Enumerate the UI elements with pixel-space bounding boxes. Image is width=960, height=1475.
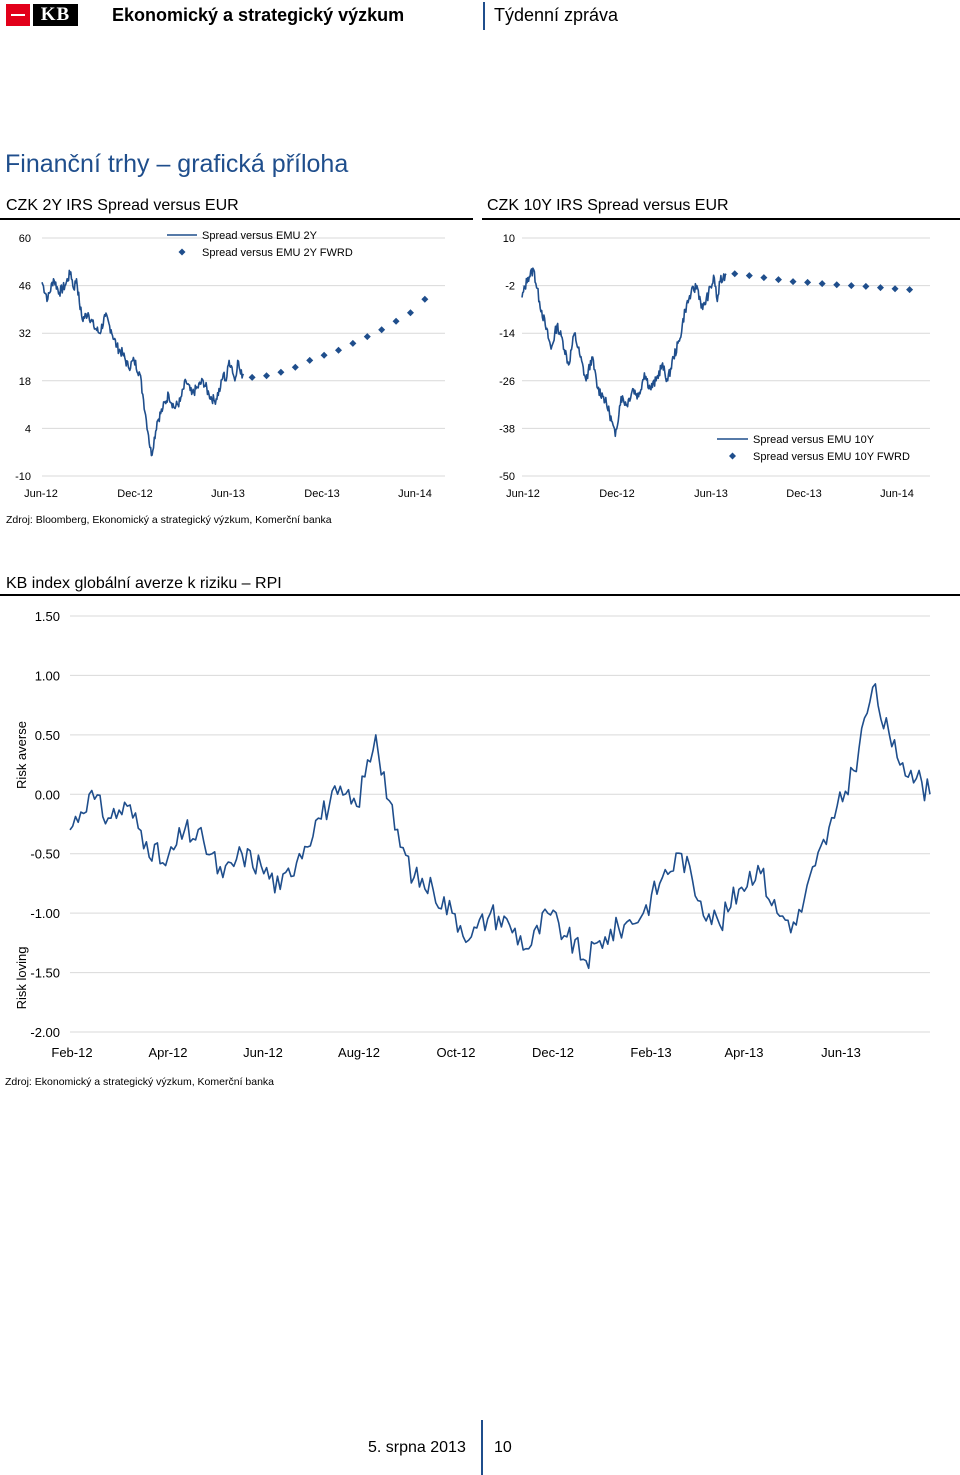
legend-label: Spread versus EMU 10Y FWRD <box>753 451 910 463</box>
x-tick-label: Jun-13 <box>211 488 245 500</box>
y-tick-label: 32 <box>19 328 31 340</box>
fwd-marker <box>392 317 400 325</box>
series-line <box>521 267 727 438</box>
legend-label: Spread versus EMU 2Y FWRD <box>202 247 353 259</box>
chart3-title-rule <box>0 594 960 596</box>
risk-loving-label: Risk loving <box>14 947 29 1010</box>
fwd-marker <box>363 333 371 341</box>
y-tick-label: 60 <box>19 233 31 245</box>
fwd-marker <box>774 276 782 284</box>
fwd-marker <box>334 346 342 354</box>
header-subtitle: Týdenní zpráva <box>494 5 619 25</box>
footer-date: 5. srpna 2013 <box>368 1439 466 1456</box>
source-note-bottom: Zdroj: Ekonomický a strategický výzkum, … <box>5 1076 275 1088</box>
risk-averse-label: Risk averse <box>14 721 29 789</box>
chart-2y-spread: 60 46 32 18 4 -10 Jun-12 Dec-12 Jun-13 Dec-13 Jun-… <box>15 230 445 500</box>
fwd-marker <box>833 281 841 289</box>
y-tick-label: 0.50 <box>35 728 60 743</box>
fwd-marker <box>406 309 414 317</box>
y-tick-label: -0.50 <box>30 847 60 862</box>
fwd-marker <box>421 295 429 303</box>
chart1-title: CZK 2Y IRS Spread versus EUR <box>6 197 239 214</box>
fwd-marker <box>847 282 855 290</box>
x-tick-label: Jun-14 <box>398 488 432 500</box>
y-tick-label: 4 <box>25 423 31 435</box>
x-tick-label: Feb-12 <box>51 1045 92 1060</box>
x-tick-label: Oct-12 <box>436 1045 475 1060</box>
page-header: KB Ekonomický a strategický výzkum Týden… <box>0 0 960 32</box>
fwd-marker <box>349 339 357 347</box>
x-tick-label: Jun-12 <box>506 488 540 500</box>
chart2-title-rule <box>482 218 960 220</box>
fwd-marker <box>891 285 899 293</box>
fwd-marker <box>760 274 768 282</box>
y-tick-label: -2.00 <box>30 1025 60 1040</box>
x-tick-label: Aug-12 <box>338 1045 380 1060</box>
x-tick-label: Dec-12 <box>599 488 634 500</box>
x-tick-label: Jun-13 <box>821 1045 861 1060</box>
y-tick-label: 18 <box>19 376 31 388</box>
fwd-marker <box>862 282 870 290</box>
chart2-title: CZK 10Y IRS Spread versus EUR <box>487 197 729 214</box>
series-line <box>41 269 245 457</box>
fwd-marker <box>378 326 386 334</box>
fwd-marker <box>306 356 314 364</box>
fwd-marker <box>263 372 271 380</box>
x-tick-label: Jun-13 <box>694 488 728 500</box>
chart1-title-rule <box>0 218 473 220</box>
x-tick-label: Apr-13 <box>724 1045 763 1060</box>
page-number: 10 <box>494 1439 512 1456</box>
y-tick-label: -1.50 <box>30 966 60 981</box>
legend-label: Spread versus EMU 10Y <box>753 434 875 446</box>
x-tick-label: Feb-13 <box>630 1045 671 1060</box>
footer-divider <box>481 1420 483 1475</box>
kb-logo: KB <box>6 4 78 26</box>
chart3-title: KB index globální averze k riziku – RPI <box>6 575 282 592</box>
y-tick-label: -50 <box>499 471 515 483</box>
legend-marker-swatch <box>729 452 736 460</box>
y-tick-label: -14 <box>499 328 515 340</box>
y-tick-label: -2 <box>505 281 515 293</box>
y-tick-label: -38 <box>499 423 515 435</box>
page-title: Finanční trhy – grafická příloha <box>5 150 349 178</box>
x-tick-label: Jun-12 <box>24 488 58 500</box>
header-title: Ekonomický a strategický výzkum <box>112 5 405 25</box>
x-tick-label: Dec-13 <box>786 488 821 500</box>
y-tick-label: 46 <box>19 281 31 293</box>
x-tick-label: Dec-13 <box>304 488 339 500</box>
series-line <box>69 683 931 970</box>
chart-rpi: 1.50 1.00 0.50 0.00 -0.50 -1.00 -1.50 -2.00 Feb-… <box>14 609 931 1060</box>
x-tick-label: Jun-12 <box>243 1045 283 1060</box>
y-tick-label: 1.00 <box>35 668 60 683</box>
fwd-marker <box>906 286 914 294</box>
fwd-marker <box>320 351 328 359</box>
y-tick-label: -1.00 <box>30 906 60 921</box>
fwd-marker <box>248 373 256 381</box>
legend-label: Spread versus EMU 2Y <box>202 230 318 242</box>
fwd-marker <box>745 272 753 280</box>
chart-10y-spread: 10 -2 -14 -26 -38 -50 Jun-12 Dec-12 Jun-13 Dec-13… <box>499 233 930 500</box>
x-tick-label: Jun-14 <box>880 488 914 500</box>
y-tick-label: 10 <box>503 233 515 245</box>
legend-marker-swatch <box>178 248 186 256</box>
x-tick-label: Dec-12 <box>117 488 152 500</box>
x-tick-label: Apr-12 <box>148 1045 187 1060</box>
fwd-marker <box>291 363 299 371</box>
fwd-marker <box>804 278 812 286</box>
y-tick-label: -26 <box>499 376 515 388</box>
fwd-marker <box>818 280 826 288</box>
source-note-top: Zdroj: Bloomberg, Ekonomický a strategic… <box>6 514 332 526</box>
y-tick-label: 1.50 <box>35 609 60 624</box>
y-tick-label: 0.00 <box>35 787 60 802</box>
fwd-marker <box>789 278 797 286</box>
fwd-marker <box>876 284 884 292</box>
header-divider <box>483 2 485 30</box>
fwd-marker <box>731 270 739 278</box>
fwd-marker <box>277 368 285 376</box>
y-tick-label: -10 <box>15 471 31 483</box>
x-tick-label: Dec-12 <box>532 1045 574 1060</box>
